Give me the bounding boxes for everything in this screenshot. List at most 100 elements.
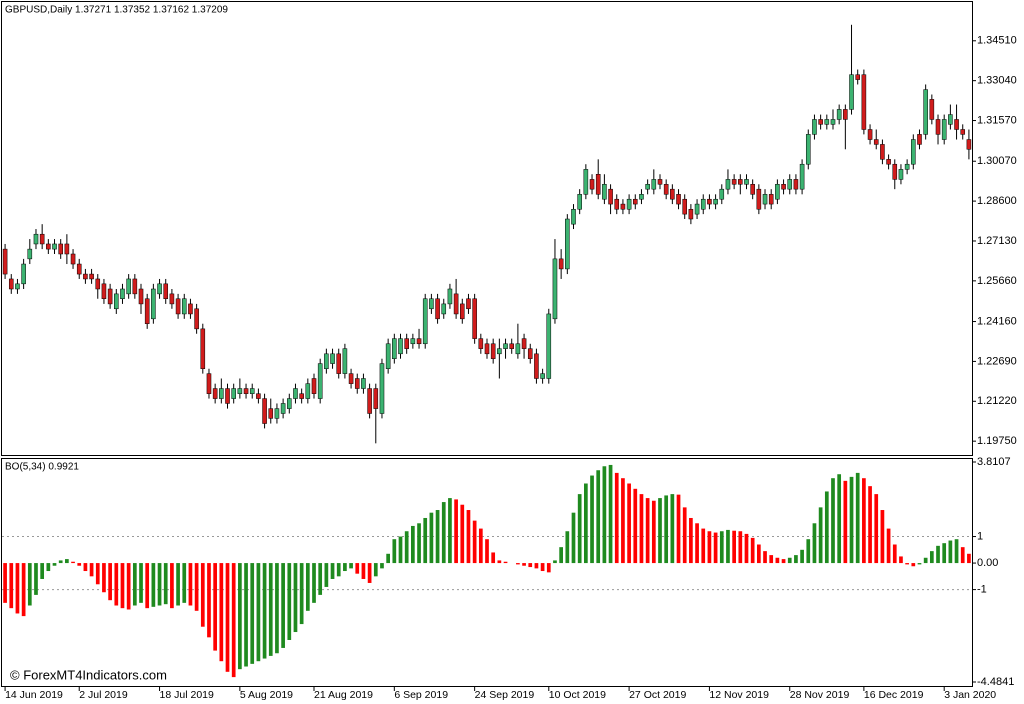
histogram-bar <box>213 563 218 651</box>
candle-body <box>83 273 88 280</box>
candle-body <box>379 363 385 414</box>
candle-body <box>805 134 811 165</box>
candle-body <box>836 109 842 120</box>
candle-body <box>744 179 749 185</box>
candle-body <box>676 194 681 205</box>
candle-body <box>472 298 477 339</box>
histogram-bar <box>238 563 242 670</box>
candle-body <box>188 303 193 315</box>
y-tick-label: 1.27130 <box>977 235 1017 247</box>
candle-body <box>639 194 644 200</box>
candle-body <box>719 188 725 200</box>
histogram-bar <box>923 557 928 564</box>
candle-body <box>595 173 601 195</box>
candle-body <box>886 159 891 165</box>
histogram-bar <box>911 563 916 567</box>
histogram-bar <box>188 563 193 606</box>
candle-body <box>534 353 539 379</box>
histogram-bar <box>108 563 112 601</box>
histogram-bar <box>287 563 292 640</box>
histogram-bar <box>565 531 570 564</box>
histogram-bar <box>299 563 304 625</box>
histogram-bar <box>627 483 631 564</box>
histogram-bar <box>176 563 180 606</box>
candle-body <box>707 198 712 205</box>
histogram-bar <box>65 559 69 564</box>
chart-title: GBPUSD,Daily 1.37271 1.37352 1.37162 1.3… <box>5 5 228 16</box>
candle-body <box>367 388 372 414</box>
candle-body <box>107 288 113 305</box>
candle-body <box>385 343 391 369</box>
histogram-bar <box>349 563 353 569</box>
candle-body <box>132 278 138 295</box>
candle-body <box>89 273 94 280</box>
candle-body <box>58 243 63 255</box>
y-tick-label: 1.28600 <box>977 195 1017 207</box>
histogram-bar <box>15 563 20 614</box>
x-tick-label: 24 Sep 2019 <box>475 689 535 701</box>
candle-body <box>76 263 82 275</box>
candle-body <box>663 184 669 195</box>
x-tick-label: 10 Oct 2019 <box>549 689 606 701</box>
histogram-bar <box>373 563 378 577</box>
watermark: © ForexMT4Indicators.com <box>10 667 167 682</box>
histogram-bar <box>460 504 465 564</box>
candle-body <box>781 184 786 190</box>
histogram-bar <box>312 563 316 603</box>
candle-body <box>694 203 700 215</box>
candle-body <box>231 388 236 399</box>
histogram-bar <box>250 563 255 664</box>
candle-body <box>626 198 632 210</box>
candle-body <box>614 198 620 210</box>
histogram-bar <box>330 563 335 579</box>
histogram-bar <box>423 517 428 564</box>
histogram-bar <box>874 494 879 564</box>
candle-body <box>565 218 570 270</box>
histogram-bar <box>485 539 489 564</box>
histogram-bar <box>367 563 372 583</box>
x-tick-label: 12 Nov 2019 <box>709 689 769 701</box>
histogram-bar <box>664 495 669 564</box>
histogram-bar <box>936 545 940 564</box>
candle-body <box>120 288 125 300</box>
histogram-bar <box>899 556 903 564</box>
candle-body <box>558 258 564 270</box>
histogram-bar <box>268 563 273 656</box>
candle-body <box>941 119 947 140</box>
histogram-bar <box>398 536 403 564</box>
x-tick-label: 2 Jul 2019 <box>79 689 128 701</box>
x-tick-label: 28 Nov 2019 <box>790 689 850 701</box>
candle-body <box>39 233 45 245</box>
candle-body <box>527 348 533 359</box>
candle-body <box>855 74 860 80</box>
candle-body <box>361 378 366 389</box>
histogram-bar <box>46 563 51 572</box>
main-panel <box>1 1 973 456</box>
candle-body <box>435 298 440 320</box>
candle-body <box>262 398 267 424</box>
histogram-bar <box>355 563 360 574</box>
candle-body <box>960 129 966 135</box>
histogram-bar <box>824 491 829 564</box>
candle-body <box>447 288 453 305</box>
candle-body <box>27 248 33 260</box>
histogram-bar <box>849 476 854 564</box>
histogram-bar <box>862 478 866 564</box>
y-tick-label: 1.31570 <box>977 114 1017 126</box>
candle-body <box>330 353 335 364</box>
histogram-bar <box>21 563 26 617</box>
histogram-bar <box>448 498 452 564</box>
candle-body <box>750 184 755 195</box>
candle-body <box>324 353 329 369</box>
candle-body <box>46 243 51 250</box>
candle-body <box>398 338 403 355</box>
candle-body <box>169 293 175 305</box>
x-tick-label: 14 Jun 2019 <box>5 689 63 701</box>
candle-body <box>243 388 249 394</box>
histogram-bar <box>429 512 434 564</box>
candle-body <box>459 303 465 320</box>
histogram-bar <box>676 494 681 564</box>
histogram-bar <box>219 563 224 662</box>
candle-body <box>52 243 57 250</box>
histogram-bar <box>590 475 594 564</box>
